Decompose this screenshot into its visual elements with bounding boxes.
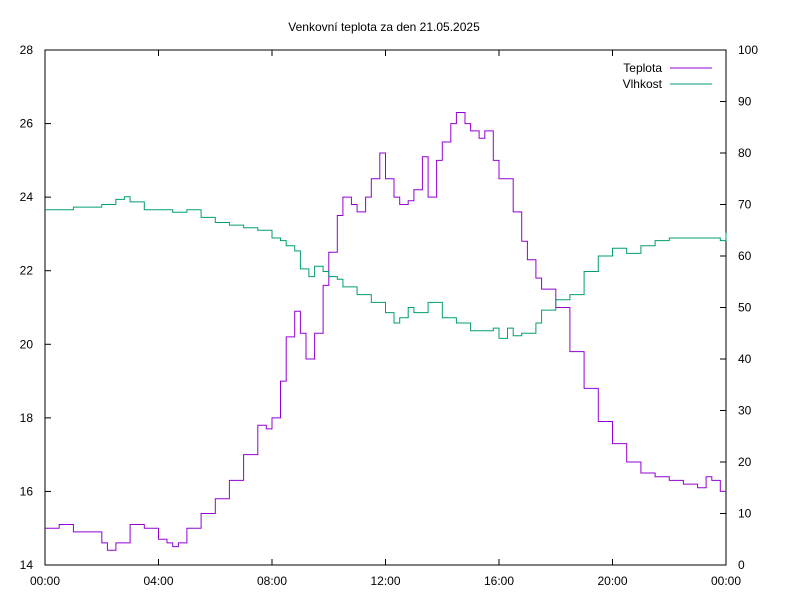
- x-tick-label: 12:00: [370, 574, 400, 588]
- y-right-tick-label: 70: [738, 198, 752, 212]
- y-right-tick-label: 50: [738, 301, 752, 315]
- series-line-teplota: [45, 112, 726, 551]
- y-right-tick-label: 0: [738, 558, 745, 572]
- y-left-tick-label: 26: [20, 117, 34, 131]
- y-left-tick-label: 24: [20, 190, 34, 204]
- ticks-layer: 00:00 04:00 08:00 12:00 16:00 20:00 00:00 14 16 1…: [20, 43, 759, 588]
- y-right-tick-label: 80: [738, 146, 752, 160]
- y-right-tick-label: 30: [738, 404, 752, 418]
- series-line-vlhkost: [45, 196, 727, 339]
- x-tick-label: 00:00: [30, 574, 60, 588]
- y-left-tick-label: 16: [20, 484, 34, 498]
- legend-label: Teplota: [623, 61, 662, 75]
- legend-label: Vlhkost: [623, 77, 663, 91]
- y-left-tick-label: 22: [20, 264, 34, 278]
- x-tick-label: 00:00: [711, 574, 741, 588]
- y-right-tick-label: 60: [738, 249, 752, 263]
- legend: Teplota Vlhkost: [623, 61, 712, 91]
- x-tick-label: 08:00: [257, 574, 287, 588]
- chart-title: Venkovní teplota za den 21.05.2025: [288, 20, 480, 34]
- y-right-tick-label: 20: [738, 455, 752, 469]
- y-right-tick-label: 40: [738, 352, 752, 366]
- y-left-tick-label: 20: [20, 337, 34, 351]
- x-tick-label: 16:00: [484, 574, 514, 588]
- x-tick-label: 04:00: [143, 574, 173, 588]
- y-left-tick-label: 28: [20, 43, 34, 57]
- x-tick-label: 20:00: [597, 574, 627, 588]
- y-right-tick-label: 90: [738, 95, 752, 109]
- lines-layer: [45, 112, 727, 551]
- y-right-tick-label: 10: [738, 507, 752, 521]
- y-right-tick-label: 100: [738, 43, 758, 57]
- y-left-tick-label: 18: [20, 411, 34, 425]
- y-left-tick-label: 14: [20, 558, 34, 572]
